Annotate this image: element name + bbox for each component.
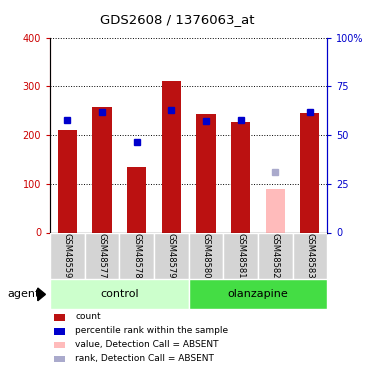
Bar bbox=[54, 328, 65, 334]
Bar bbox=[189, 279, 327, 309]
Text: GSM48581: GSM48581 bbox=[236, 233, 245, 279]
Text: value, Detection Call = ABSENT: value, Detection Call = ABSENT bbox=[75, 340, 219, 349]
Text: GSM48583: GSM48583 bbox=[305, 233, 315, 279]
Bar bbox=[50, 232, 85, 279]
Text: olanzapine: olanzapine bbox=[228, 290, 288, 299]
Text: count: count bbox=[75, 312, 101, 321]
Text: percentile rank within the sample: percentile rank within the sample bbox=[75, 326, 228, 335]
Text: GSM48578: GSM48578 bbox=[132, 233, 141, 279]
Bar bbox=[92, 107, 112, 232]
Bar bbox=[127, 166, 146, 232]
Bar bbox=[258, 232, 293, 279]
Bar bbox=[293, 232, 327, 279]
Polygon shape bbox=[38, 288, 45, 301]
Text: rank, Detection Call = ABSENT: rank, Detection Call = ABSENT bbox=[75, 354, 214, 363]
Bar bbox=[85, 232, 119, 279]
Bar bbox=[119, 232, 154, 279]
Bar bbox=[154, 232, 189, 279]
Bar bbox=[231, 122, 250, 232]
Bar bbox=[189, 232, 223, 279]
Bar bbox=[162, 81, 181, 232]
Text: GSM48559: GSM48559 bbox=[63, 233, 72, 279]
Bar bbox=[54, 356, 65, 362]
Bar bbox=[266, 189, 285, 232]
Text: control: control bbox=[100, 290, 139, 299]
Bar bbox=[223, 232, 258, 279]
Bar bbox=[50, 279, 189, 309]
Bar bbox=[54, 314, 65, 321]
Bar bbox=[54, 342, 65, 348]
Bar bbox=[300, 113, 320, 232]
Text: GSM48579: GSM48579 bbox=[167, 233, 176, 279]
Bar bbox=[196, 114, 216, 232]
Text: GSM48582: GSM48582 bbox=[271, 233, 280, 279]
Text: GDS2608 / 1376063_at: GDS2608 / 1376063_at bbox=[100, 13, 254, 26]
Text: GSM48577: GSM48577 bbox=[97, 233, 107, 279]
Text: agent: agent bbox=[8, 290, 40, 299]
Text: GSM48580: GSM48580 bbox=[201, 233, 211, 279]
Bar bbox=[58, 130, 77, 232]
